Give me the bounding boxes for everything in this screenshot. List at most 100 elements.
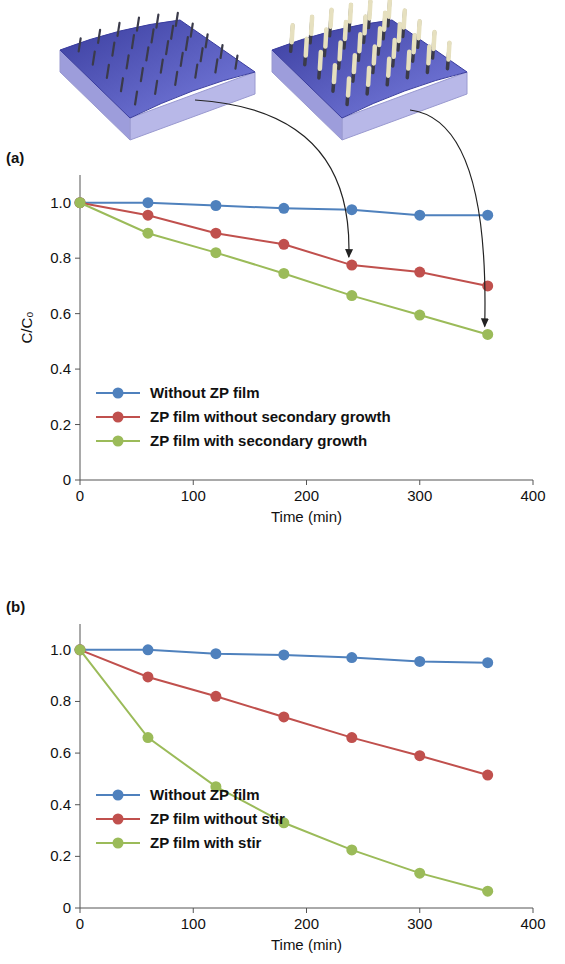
- nanorod: [403, 11, 405, 37]
- nanorod: [175, 72, 177, 85]
- data-point: [142, 228, 153, 239]
- legend-label: ZP film with stir: [150, 834, 262, 851]
- x-tick: [306, 480, 307, 485]
- y-tick: [75, 804, 80, 805]
- nanorod: [166, 41, 168, 54]
- y-axis: [80, 624, 81, 908]
- nanorod: [98, 30, 100, 43]
- nanorod-shell: [369, 2, 370, 19]
- nanorod: [132, 35, 134, 48]
- data-point: [346, 260, 357, 271]
- substrate-illustration: [60, 13, 255, 140]
- nanorod: [118, 23, 120, 36]
- nanorod-shell: [368, 68, 369, 85]
- data-point: [278, 203, 289, 214]
- nanorod: [310, 17, 312, 43]
- nanorod: [152, 29, 154, 42]
- data-point: [414, 267, 425, 278]
- data-point: [482, 280, 493, 291]
- legend-marker: [113, 412, 124, 423]
- nanorod-shell: [340, 42, 341, 59]
- x-tick-label: 0: [76, 487, 84, 504]
- nanorod: [181, 53, 183, 66]
- x-tick: [193, 908, 194, 913]
- nanorod-shell: [325, 30, 326, 47]
- nanorod: [364, 16, 366, 42]
- y-tick-label: 0: [63, 899, 71, 916]
- y-tick: [75, 856, 80, 857]
- nanorod: [433, 32, 435, 58]
- nanorod: [339, 42, 341, 68]
- x-tick-label: 300: [407, 915, 432, 932]
- x-tick: [533, 480, 534, 485]
- nanorod-shell: [350, 5, 351, 22]
- x-tick: [193, 480, 194, 485]
- x-axis-title: Time (min): [271, 508, 342, 525]
- nanorod: [191, 24, 193, 37]
- nanorod-shell: [334, 65, 335, 82]
- nanorod-shell: [408, 52, 409, 69]
- y-tick-label: 0.2: [50, 847, 71, 864]
- y-axis-title: C/C₀: [18, 311, 35, 343]
- nanorod: [368, 2, 370, 28]
- data-group: [75, 197, 494, 340]
- nanorod: [407, 52, 409, 78]
- data-point: [210, 200, 221, 211]
- nanorod-shell: [331, 10, 332, 27]
- data-point: [75, 644, 86, 655]
- nanorod-shell: [311, 17, 312, 34]
- nanorod: [349, 5, 351, 31]
- series-line: [80, 650, 488, 775]
- nanorod-shell: [434, 32, 435, 49]
- x-tick-label: 100: [181, 915, 206, 932]
- x-tick-label: 300: [407, 487, 432, 504]
- arrow: [410, 110, 485, 326]
- data-point: [482, 657, 493, 668]
- data-point: [414, 210, 425, 221]
- nanorod: [447, 43, 449, 69]
- nanorod-shell: [345, 22, 346, 39]
- y-tick: [75, 369, 80, 370]
- nanorod: [201, 48, 203, 61]
- data-point: [142, 644, 153, 655]
- data-point: [346, 844, 357, 855]
- data-point: [210, 648, 221, 659]
- data-point: [346, 290, 357, 301]
- x-tick: [419, 908, 420, 913]
- nanorod: [127, 55, 129, 68]
- nanorod-shell: [419, 21, 420, 38]
- nanorod: [427, 46, 429, 72]
- nanorod-shell: [428, 46, 429, 63]
- y-tick-label: 0.8: [50, 249, 71, 266]
- nanorod: [388, 0, 390, 26]
- x-axis-title: Time (min): [271, 936, 342, 953]
- nanorod: [291, 25, 293, 51]
- x-tick-label: 100: [181, 487, 206, 504]
- nanorod-shell: [354, 55, 355, 72]
- substrate-top: [272, 20, 467, 118]
- nanorod: [344, 22, 346, 48]
- x-tick-label: 200: [294, 915, 319, 932]
- legend-label: ZP film without stir: [150, 810, 285, 827]
- nanorod: [155, 81, 157, 94]
- data-point: [414, 310, 425, 321]
- nanorod: [353, 55, 355, 81]
- x-tick-label: 400: [520, 487, 545, 504]
- series-line: [80, 650, 488, 891]
- y-tick: [75, 480, 80, 481]
- nanorod: [93, 52, 95, 65]
- y-tick: [75, 701, 80, 702]
- data-point: [414, 656, 425, 667]
- nanorod: [176, 13, 178, 26]
- legend-label: ZP film with secondary growth: [150, 432, 367, 449]
- x-tick: [80, 908, 81, 913]
- nanorod: [121, 78, 123, 91]
- y-tick: [75, 908, 80, 909]
- legend-marker: [113, 388, 124, 399]
- legend-label: ZP film without secondary growth: [150, 408, 391, 425]
- y-tick-label: 0.6: [50, 744, 71, 761]
- nanorod-shell: [359, 34, 360, 51]
- nanorod-shell: [388, 59, 389, 76]
- nanorod: [393, 40, 395, 66]
- y-tick-label: 0.2: [50, 416, 71, 433]
